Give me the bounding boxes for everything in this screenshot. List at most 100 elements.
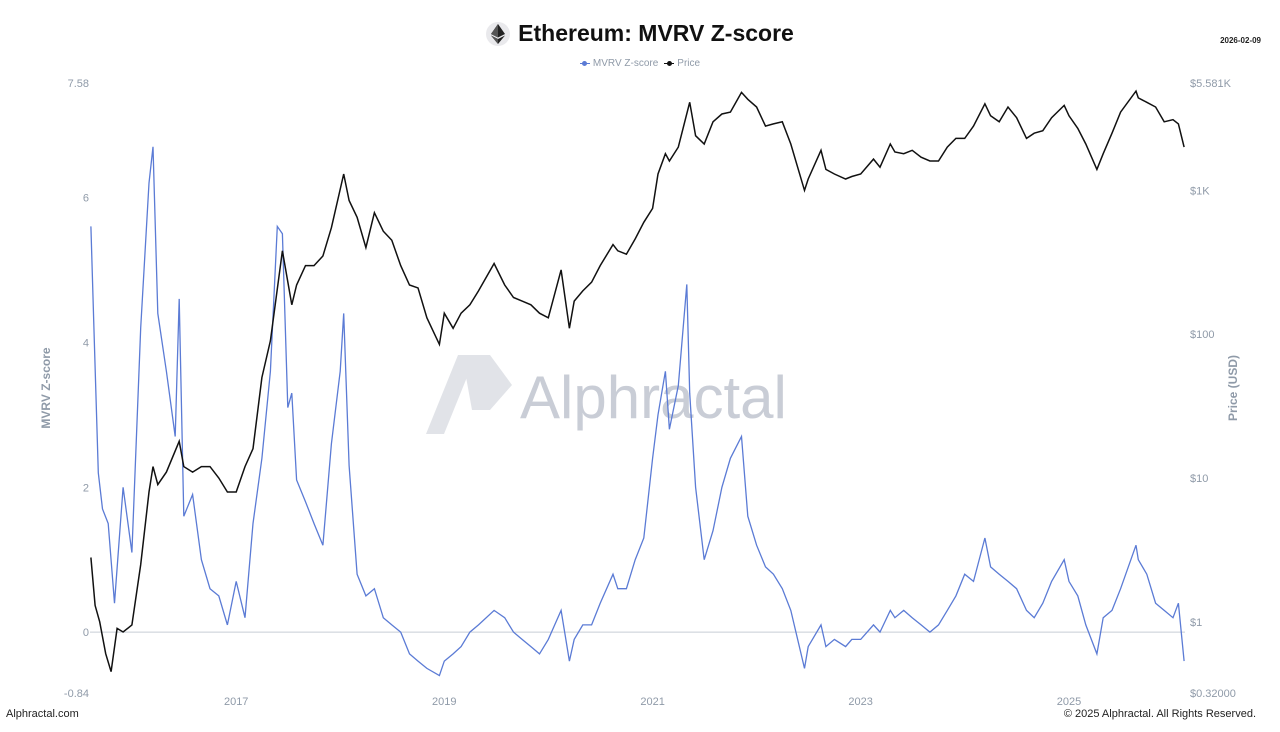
mvrv-data-point	[703, 559, 705, 561]
mvrv-data-point	[643, 537, 645, 539]
mvrv-data-point	[721, 486, 723, 488]
mvrv-data-point	[755, 544, 757, 546]
price-data-point	[391, 239, 393, 241]
price-data-point	[894, 151, 896, 153]
mvrv-data-point	[964, 573, 966, 575]
price-data-point	[408, 284, 410, 286]
right-y-tick-label: $10	[1190, 473, 1208, 485]
mvrv-data-point	[417, 660, 419, 662]
x-tick-label: 2023	[848, 696, 872, 708]
price-data-point	[1033, 132, 1035, 134]
mvrv-data-point	[200, 559, 202, 561]
mvrv-data-point	[825, 645, 827, 647]
price-data-point	[689, 101, 691, 103]
mvrv-data-point	[521, 638, 523, 640]
mvrv-data-point	[894, 617, 896, 619]
mvrv-data-point	[1177, 602, 1179, 604]
mvrv-data-point	[218, 595, 220, 597]
price-data-point	[617, 250, 619, 252]
mvrv-data-point	[972, 580, 974, 582]
mvrv-data-point	[452, 653, 454, 655]
price-data-point	[590, 281, 592, 283]
mvrv-data-point	[568, 660, 570, 662]
price-data-point	[820, 149, 822, 151]
mvrv-data-point	[820, 624, 822, 626]
mvrv-data-point	[998, 573, 1000, 575]
left-y-tick-label: 6	[83, 192, 89, 204]
price-data-point	[955, 137, 957, 139]
price-data-point	[1111, 132, 1113, 134]
price-data-point	[356, 216, 358, 218]
price-data-point	[599, 264, 601, 266]
mvrv-data-point	[677, 385, 679, 387]
price-data-point	[200, 465, 202, 467]
price-data-point	[937, 160, 939, 162]
price-data-point	[651, 207, 653, 209]
price-data-point	[764, 125, 766, 127]
price-data-point	[426, 317, 428, 319]
price-data-point	[235, 491, 237, 493]
price-data-point	[218, 477, 220, 479]
mvrv-data-point	[356, 573, 358, 575]
mvrv-data-point	[625, 588, 627, 590]
price-data-point	[110, 671, 112, 673]
legend-item-mvrv[interactable]: MVRV Z-score	[579, 58, 658, 69]
left-y-tick-label: 0	[83, 627, 89, 639]
mvrv-data-point	[276, 225, 278, 227]
mvrv-data-point	[1137, 559, 1139, 561]
left-y-tick-label: 4	[83, 337, 89, 349]
price-data-point	[911, 149, 913, 151]
price-data-point	[1146, 101, 1148, 103]
mvrv-data-point	[989, 566, 991, 568]
price-data-point	[664, 153, 666, 155]
right-y-tick-label: $1K	[1190, 185, 1210, 197]
price-data-point	[521, 300, 523, 302]
left-y-axis-title: MVRV Z-score	[39, 347, 53, 428]
legend-item-price[interactable]: Price	[664, 58, 700, 69]
chart-header: Ethereum: MVRV Z-score	[0, 20, 1280, 47]
price-data-point	[183, 465, 185, 467]
mvrv-data-point	[131, 551, 133, 553]
mvrv-data-point	[269, 370, 271, 372]
mvrv-data-point	[209, 588, 211, 590]
x-tick-label: 2021	[640, 696, 664, 708]
mvrv-data-point	[664, 370, 666, 372]
price-data-point	[573, 300, 575, 302]
price-data-point	[807, 178, 809, 180]
mvrv-data-point	[1119, 588, 1121, 590]
mvrv-data-point	[833, 638, 835, 640]
x-tick-label: 2025	[1057, 696, 1081, 708]
right-y-axis-title: Price (USD)	[1226, 355, 1240, 421]
footer-copyright: © 2025 Alphractal. All Rights Reserved.	[1063, 708, 1256, 720]
price-data-point	[889, 143, 891, 145]
mvrv-data-point	[1146, 573, 1148, 575]
mvrv-data-point	[493, 609, 495, 611]
mvrv-data-point	[443, 660, 445, 662]
price-data-point	[1096, 168, 1098, 170]
right-y-tick-label: $1	[1190, 617, 1202, 629]
mvrv-data-point	[1183, 660, 1185, 662]
watermark-logo	[426, 355, 512, 434]
mvrv-data-point	[651, 457, 653, 459]
price-data-point	[469, 304, 471, 306]
x-tick-label: 2019	[432, 696, 456, 708]
price-data-point	[879, 166, 881, 168]
mvrv-data-point	[1033, 617, 1035, 619]
mvrv-data-point	[348, 464, 350, 466]
mvrv-data-point	[729, 457, 731, 459]
mvrv-data-point	[790, 609, 792, 611]
mvrv-data-point	[740, 435, 742, 437]
price-data-point	[244, 465, 246, 467]
price-data-point	[99, 621, 101, 623]
mvrv-data-point	[174, 435, 176, 437]
price-data-point	[269, 340, 271, 342]
price-data-point	[612, 243, 614, 245]
mvrv-data-point	[1172, 617, 1174, 619]
mvrv-data-point	[530, 645, 532, 647]
mvrv-data-point	[712, 530, 714, 532]
mvrv-data-point	[339, 370, 341, 372]
price-data-point	[90, 556, 92, 558]
mvrv-data-point	[844, 645, 846, 647]
mvrv-data-point	[291, 392, 293, 394]
mvrv-data-point	[1135, 544, 1137, 546]
